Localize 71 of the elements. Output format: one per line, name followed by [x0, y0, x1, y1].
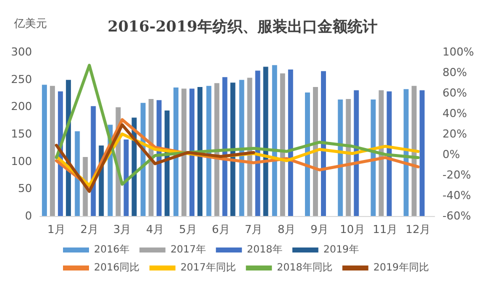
bar: [124, 139, 129, 216]
bar: [370, 100, 376, 216]
legend-label: 2017年: [170, 244, 206, 256]
bar: [239, 80, 244, 216]
legend-label: 2019年: [323, 244, 359, 256]
bar: [272, 65, 278, 216]
y2-tick-label: -60%: [442, 210, 471, 222]
bar: [255, 70, 260, 216]
bar: [50, 86, 55, 216]
x-tick-label: 1月: [47, 223, 66, 236]
y2-tick-label: 0%: [442, 148, 460, 161]
x-tick-label: 8月: [278, 223, 296, 236]
bar: [312, 86, 318, 216]
x-tick-label: 7月: [244, 223, 263, 236]
y2-tick-label: -40%: [442, 189, 471, 202]
bar: [173, 88, 178, 216]
x-tick-label: 10月: [340, 223, 365, 236]
bar: [412, 86, 417, 216]
bar: [206, 86, 212, 216]
bar: [42, 84, 47, 216]
x-tick-label: 12月: [406, 223, 431, 236]
bar: [222, 77, 228, 216]
y-tick-label: 50: [18, 182, 32, 196]
line-series: [54, 123, 256, 193]
bar: [404, 89, 409, 216]
x-tick-label: 2月: [80, 223, 98, 236]
y-tick-label: 150: [10, 128, 32, 140]
x-tick-label: 9月: [310, 223, 328, 236]
legend-label: 2016同比: [94, 262, 140, 274]
bar: [247, 78, 252, 216]
bar: [263, 66, 268, 216]
bar: [181, 88, 186, 216]
y2-tick-label: 80%: [442, 66, 468, 79]
y2-tick-label: 40%: [442, 107, 468, 120]
y-tick-label: 300: [10, 46, 32, 58]
y-tick-label: 0: [24, 210, 32, 222]
legend-label: 2017年同比: [180, 262, 236, 274]
bar: [280, 73, 286, 216]
bar: [156, 100, 162, 216]
legend-label: 2016年: [94, 244, 130, 256]
y-axis-title: 亿美元: [13, 17, 47, 30]
chart-title: 2016-2019年纺织、服装出口金额统计: [108, 18, 378, 36]
y2-tick-label: 20%: [442, 128, 468, 140]
bar: [386, 91, 392, 216]
bar: [74, 131, 80, 216]
y2-tick-label: 60%: [442, 86, 468, 100]
legend-label: 2018年同比: [276, 262, 332, 274]
y-tick-label: 200: [10, 100, 32, 114]
bar: [189, 88, 194, 216]
bar: [354, 90, 359, 216]
bar: [214, 83, 220, 216]
x-tick-label: 11月: [372, 223, 398, 236]
y2-tick-label: -20%: [442, 168, 471, 182]
x-tick-label: 3月: [113, 223, 132, 236]
y2-tick-label: 100%: [442, 46, 474, 58]
y-tick-label: 100: [10, 154, 32, 168]
bar: [288, 69, 294, 216]
bar: [230, 82, 236, 216]
legend-label: 2018年: [246, 244, 282, 256]
x-tick-label: 5月: [178, 223, 197, 236]
bar: [304, 92, 310, 216]
bar: [378, 90, 384, 216]
x-tick-label: 6月: [212, 223, 230, 236]
x-tick-label: 4月: [146, 223, 164, 236]
bar: [197, 86, 202, 216]
bar: [420, 90, 425, 216]
legend-label: 2019年同比: [373, 262, 429, 274]
line-series: [54, 64, 420, 186]
bar: [320, 71, 326, 216]
y-tick-label: 250: [10, 72, 32, 86]
bar: [346, 99, 351, 216]
